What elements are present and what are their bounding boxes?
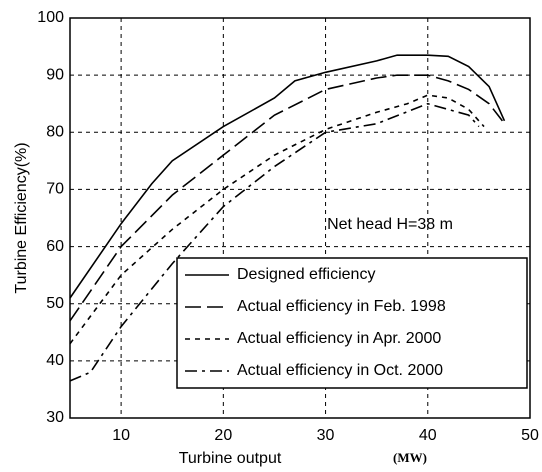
y-tick-label: 40 <box>46 352 64 369</box>
series-line <box>69 74 504 322</box>
x-tick-label: 40 <box>419 427 437 444</box>
x-tick-label: 10 <box>112 427 130 444</box>
y-axis-label: Turbine Efficiency(%) <box>13 142 30 293</box>
annotation: Net head H=38 m <box>327 216 453 233</box>
y-tick-label: 60 <box>46 238 64 255</box>
legend-box <box>176 257 528 389</box>
x-tick-label: 30 <box>317 427 335 444</box>
series-line <box>69 54 506 299</box>
legend-label: Actual efficiency in Apr. 2000 <box>237 330 441 347</box>
x-axis-label: Turbine output <box>179 450 282 467</box>
y-tick-label: 50 <box>46 295 64 312</box>
legend-label: Actual efficiency in Feb. 1998 <box>237 298 446 315</box>
series-line <box>69 94 485 345</box>
x-axis-unit: (MW) <box>393 450 427 465</box>
y-tick-label: 80 <box>46 124 64 141</box>
legend-label: Designed efficiency <box>237 266 375 283</box>
y-tick-label: 30 <box>46 409 64 426</box>
y-tick-label: 70 <box>46 181 64 198</box>
x-tick-label: 20 <box>214 427 232 444</box>
legend: Designed efficiency Actual efficiency in … <box>176 257 528 389</box>
y-tick-label: 90 <box>46 66 64 83</box>
x-tick-label: 50 <box>521 427 539 444</box>
plot-frame <box>69 17 531 419</box>
y-tick-label: 100 <box>37 9 64 26</box>
series-line <box>69 102 480 382</box>
legend-label: Actual efficiency in Oct. 2000 <box>237 362 443 379</box>
